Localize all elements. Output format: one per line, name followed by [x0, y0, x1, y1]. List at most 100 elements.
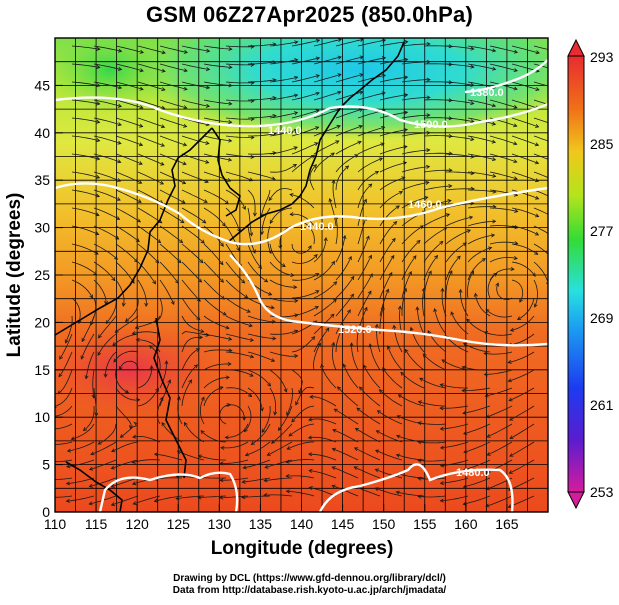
streamline-arrowhead [219, 386, 224, 390]
streamline [58, 351, 73, 377]
streamline [154, 453, 183, 461]
streamline [247, 297, 275, 309]
streamline-arrowhead [227, 178, 232, 182]
streamline-arrowhead [260, 231, 265, 236]
streamline-arrowhead [426, 164, 431, 169]
streamline-arrowhead [88, 466, 94, 471]
streamline [159, 99, 187, 109]
streamline [313, 56, 342, 65]
streamline-arrowhead [556, 218, 560, 221]
streamline-arrowhead [139, 68, 144, 73]
streamline-arrowhead [181, 199, 186, 204]
streamline [509, 459, 535, 474]
streamline-arrowhead [534, 160, 540, 165]
streamline-arrowhead [250, 441, 255, 445]
streamline [445, 45, 474, 50]
streamline [377, 410, 403, 425]
streamline [71, 297, 81, 324]
streamline-arrowhead [228, 83, 233, 88]
streamline-arrowhead [354, 154, 359, 158]
streamline [181, 243, 204, 263]
streamline-arrowhead [241, 279, 246, 284]
streamline-arrowhead [308, 417, 313, 422]
streamline-arrowhead [139, 49, 145, 54]
streamline [511, 99, 539, 109]
streamline-arrowhead [374, 171, 380, 175]
streamline [509, 405, 535, 421]
streamline [434, 308, 447, 335]
streamline-arrowhead [261, 428, 266, 433]
y-tick-label: 15 [34, 362, 50, 378]
streamline-arrowhead [45, 428, 48, 431]
streamline-arrowhead [513, 176, 518, 181]
streamline-arrowhead [205, 332, 210, 337]
streamline [225, 171, 253, 181]
y-tick-label: 35 [34, 172, 50, 188]
streamline-arrowhead [441, 359, 446, 364]
streamline-arrowhead [110, 502, 116, 507]
streamline-arrowhead [288, 432, 293, 437]
cold-region [130, 38, 548, 140]
streamline [440, 477, 469, 484]
streamline-arrowhead [395, 453, 401, 458]
streamline [313, 327, 330, 353]
streamline-arrowhead [309, 394, 314, 399]
streamline-arrowhead [294, 75, 299, 80]
streamline [489, 99, 518, 109]
streamline-arrowhead [353, 466, 358, 471]
streamline [247, 189, 256, 216]
streamline [71, 279, 93, 299]
streamline-arrowhead [534, 231, 540, 236]
streamline [357, 273, 373, 299]
streamline [291, 369, 303, 394]
streamline-arrowhead [82, 427, 88, 432]
streamline [181, 81, 210, 89]
streamline [137, 243, 159, 264]
streamline [106, 297, 117, 324]
streamline [313, 74, 342, 83]
streamline-arrowhead [450, 311, 455, 316]
streamline [357, 290, 372, 317]
streamline-arrowhead [552, 259, 555, 262]
streamline [508, 477, 535, 491]
contour-1380 [464, 59, 548, 94]
streamline [161, 422, 183, 443]
streamline [111, 477, 139, 488]
streamline-arrowhead [439, 445, 445, 450]
streamline-arrowhead [349, 342, 354, 347]
streamline [335, 74, 364, 83]
streamline [343, 364, 359, 389]
streamline [251, 423, 271, 445]
streamline-arrowhead [226, 403, 232, 407]
streamline-arrowhead [486, 433, 491, 438]
streamline [511, 81, 540, 91]
streamline-arrowhead [381, 38, 387, 43]
streamline-arrowhead [84, 375, 89, 380]
streamline [533, 135, 548, 142]
streamline [137, 207, 163, 224]
streamline [181, 336, 203, 353]
streamline-arrowhead [325, 327, 330, 332]
streamline-arrowhead [294, 40, 299, 45]
contour-label-group: 1380.0 1440.0 1500.0 1440.0 1460.0 1520.… [268, 87, 504, 479]
streamline [401, 271, 412, 299]
streamline-arrowhead [170, 300, 175, 306]
streamline [467, 220, 496, 227]
streamline-arrowhead [440, 287, 445, 292]
streamline [225, 351, 254, 358]
streamline-arrowhead [115, 216, 121, 220]
streamline [137, 279, 147, 307]
streamline [81, 333, 95, 360]
streamline-arrowhead [268, 249, 272, 255]
streamline [137, 189, 163, 204]
streamline-arrowhead [103, 373, 108, 378]
streamline-arrowhead [266, 452, 271, 456]
streamline [423, 169, 452, 173]
streamline-arrowhead [426, 148, 431, 153]
streamline [404, 349, 425, 371]
streamline-arrowhead [491, 103, 497, 108]
streamline-arrowhead [161, 105, 166, 110]
streamline [132, 331, 161, 335]
streamline [313, 91, 341, 101]
